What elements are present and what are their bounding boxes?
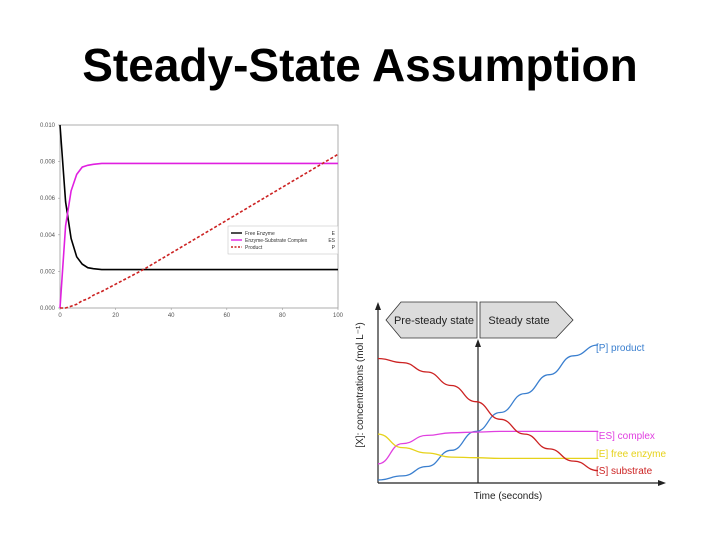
series-line-es <box>59 162 338 309</box>
y-axis-label: [X]: concentrations (mol L⁻¹) <box>355 322 366 447</box>
pre-steady-state-arrow <box>385 301 478 339</box>
legend-symbol: P <box>332 245 336 251</box>
y-tick-label: 0.008 <box>40 160 56 166</box>
schematic-series-line <box>377 430 598 465</box>
x-tick-label: 100 <box>333 313 344 319</box>
x-tick-label: 80 <box>279 313 286 319</box>
schematic-series-label: [S] substrate <box>596 466 653 477</box>
y-tick-label: 0.004 <box>40 233 56 239</box>
schematic-series-label: [E] free enzyme <box>596 449 666 460</box>
legend-label: Product <box>245 245 263 251</box>
x-tick-label: 20 <box>112 313 119 319</box>
schematic-series-line <box>377 357 599 472</box>
y-tick-label: 0.010 <box>40 123 56 129</box>
schematic-series-line <box>377 433 598 460</box>
schematic-series-label: [P] product <box>596 343 645 354</box>
steady-state-arrow <box>479 301 574 339</box>
x-axis-arrow <box>658 480 666 486</box>
schematic-series-label: [ES] complex <box>596 431 655 442</box>
legend-box <box>227 225 339 255</box>
legend-symbol: E <box>332 231 336 237</box>
x-tick-label: 0 <box>58 313 62 319</box>
series-line-p <box>60 153 339 309</box>
pre-steady-state-label: Pre-steady state <box>394 315 474 327</box>
y-tick-label: 0.006 <box>40 196 56 202</box>
legend-label: Enzyme-Substrate Complex <box>245 238 308 244</box>
legend-label: Free Enzyme <box>245 231 275 237</box>
y-tick-label: 0.000 <box>40 306 56 312</box>
steady-state-label: Steady state <box>488 315 549 327</box>
phase-divider-arrow <box>475 339 481 347</box>
x-tick-label: 40 <box>168 313 175 319</box>
plot-frame <box>59 124 339 309</box>
schematic-series-line <box>377 344 599 481</box>
y-tick-label: 0.002 <box>40 269 56 275</box>
legend-symbol: ES <box>328 238 335 244</box>
x-tick-label: 60 <box>223 313 230 319</box>
x-axis-label: Time (seconds) <box>474 491 543 502</box>
y-axis-arrow <box>375 302 381 310</box>
slide-title: Steady-State Assumption <box>82 39 638 91</box>
series-line-e <box>59 124 338 271</box>
